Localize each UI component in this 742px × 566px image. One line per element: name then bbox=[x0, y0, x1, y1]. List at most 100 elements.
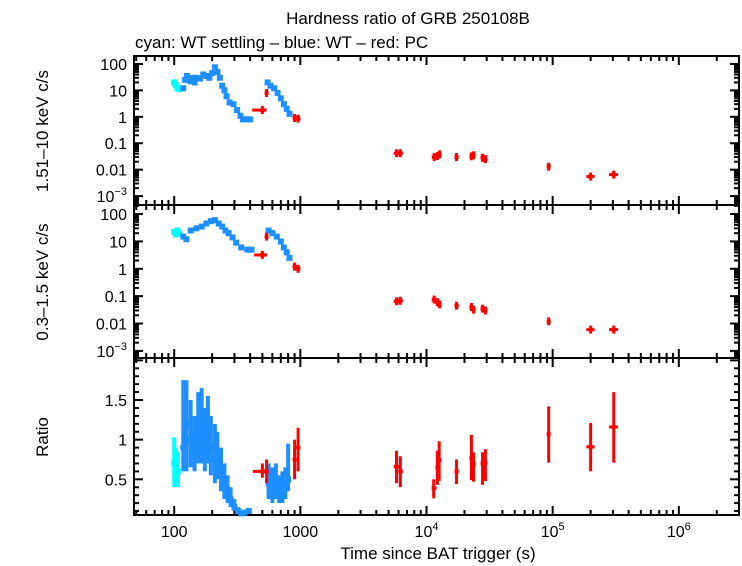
blue-data-point bbox=[193, 74, 200, 81]
red-data-point bbox=[394, 464, 399, 469]
red-data-point bbox=[483, 460, 488, 465]
red-data-point bbox=[398, 469, 403, 474]
blue-data-point bbox=[211, 64, 218, 71]
y-tick-label: 10 bbox=[109, 234, 127, 251]
blue-data-point bbox=[196, 75, 203, 82]
red-data-point bbox=[437, 302, 442, 307]
blue-data-point bbox=[241, 509, 248, 516]
red-data-point bbox=[394, 299, 399, 304]
blue-data-point bbox=[180, 85, 187, 92]
blue-data-point bbox=[187, 78, 194, 85]
y-tick-label: 0.1 bbox=[105, 289, 127, 306]
blue-data-point bbox=[277, 238, 284, 245]
red-data-point bbox=[435, 300, 440, 305]
red-data-point bbox=[480, 306, 485, 311]
blue-data-point bbox=[223, 93, 230, 100]
red-data-point bbox=[483, 157, 488, 162]
blue-data-point bbox=[193, 225, 200, 232]
y-tick-label: 0.01 bbox=[96, 163, 127, 180]
cyan-data-point bbox=[172, 231, 179, 238]
red-data-point bbox=[588, 444, 593, 449]
red-data-point bbox=[471, 307, 476, 312]
blue-data-point bbox=[209, 70, 216, 77]
red-data-point bbox=[469, 455, 474, 460]
cyan-data-point bbox=[176, 230, 183, 237]
blue-data-point bbox=[204, 420, 211, 427]
blue-data-point bbox=[195, 428, 202, 435]
panel-frame-0 bbox=[133, 55, 740, 206]
blue-data-point bbox=[239, 116, 246, 123]
red-data-point bbox=[432, 297, 437, 302]
blue-data-point bbox=[282, 484, 289, 491]
red-data-point bbox=[546, 432, 551, 437]
blue-data-point bbox=[286, 110, 293, 117]
red-data-point bbox=[264, 234, 269, 239]
chart-title: Hardness ratio of GRB 250108B bbox=[286, 9, 530, 28]
blue-data-point bbox=[201, 436, 208, 443]
red-data-point bbox=[454, 155, 459, 160]
blue-data-point bbox=[238, 244, 245, 251]
red-data-point bbox=[546, 319, 551, 324]
y-axis-label-middle: 0.3–1.5 keV c/s bbox=[33, 223, 52, 340]
x-tick-label: 100 bbox=[161, 524, 188, 541]
blue-data-point bbox=[230, 101, 237, 108]
blue-data-point bbox=[222, 227, 229, 234]
red-data-point bbox=[611, 424, 616, 429]
blue-data-point bbox=[191, 79, 198, 86]
blue-data-point bbox=[203, 220, 210, 227]
y-tick-label: 0.1 bbox=[105, 136, 127, 153]
y-tick-label: 100 bbox=[100, 207, 127, 224]
blue-data-point bbox=[218, 468, 225, 475]
y-tick-label: 1.5 bbox=[105, 393, 127, 410]
red-data-point bbox=[296, 116, 301, 121]
red-data-point bbox=[260, 108, 265, 113]
blue-data-point bbox=[200, 71, 207, 78]
blue-data-point bbox=[237, 112, 244, 119]
red-data-point bbox=[264, 90, 269, 95]
red-data-point bbox=[398, 151, 403, 156]
blue-data-point bbox=[207, 218, 214, 225]
red-data-point bbox=[292, 264, 297, 269]
y-tick-label: 100 bbox=[100, 57, 127, 74]
red-data-point bbox=[292, 457, 297, 462]
blue-data-point bbox=[271, 85, 278, 92]
blue-data-point bbox=[267, 82, 274, 89]
chart-subtitle: cyan: WT settling – blue: WT – red: PC bbox=[135, 33, 428, 52]
red-data-point bbox=[437, 152, 442, 157]
blue-data-point bbox=[274, 89, 281, 96]
red-data-point bbox=[454, 469, 459, 474]
blue-data-point bbox=[272, 482, 279, 489]
x-tick-label: 1000 bbox=[283, 524, 319, 541]
y-axis-label-top: 1.51–10 keV c/s bbox=[33, 70, 52, 192]
red-data-point bbox=[260, 469, 265, 474]
cyan-data-point bbox=[174, 468, 181, 475]
blue-data-point bbox=[276, 488, 283, 495]
blue-data-point bbox=[216, 74, 223, 81]
blue-data-point bbox=[219, 82, 226, 89]
red-data-point bbox=[480, 155, 485, 160]
y-tick-label: 10−3 bbox=[97, 341, 127, 361]
y-tick-label: 0.5 bbox=[105, 472, 127, 489]
blue-data-point bbox=[234, 508, 241, 515]
blue-data-point bbox=[227, 496, 234, 503]
blue-data-point bbox=[234, 107, 241, 114]
red-data-point bbox=[264, 469, 269, 474]
blue-data-point bbox=[245, 508, 252, 515]
red-data-point bbox=[296, 445, 301, 450]
red-data-point bbox=[469, 154, 474, 159]
cyan-data-point bbox=[172, 81, 179, 88]
blue-data-point bbox=[269, 484, 276, 491]
red-data-point bbox=[480, 461, 485, 466]
blue-data-point bbox=[248, 246, 255, 253]
cyan-data-point bbox=[172, 464, 179, 471]
blue-data-point bbox=[198, 223, 205, 230]
blue-data-point bbox=[211, 456, 218, 463]
blue-data-point bbox=[277, 95, 284, 102]
blue-data-point bbox=[221, 87, 228, 94]
blue-data-point bbox=[187, 436, 194, 443]
red-data-point bbox=[454, 303, 459, 308]
red-data-point bbox=[546, 164, 551, 169]
red-data-point bbox=[435, 153, 440, 158]
red-data-point bbox=[471, 462, 476, 467]
